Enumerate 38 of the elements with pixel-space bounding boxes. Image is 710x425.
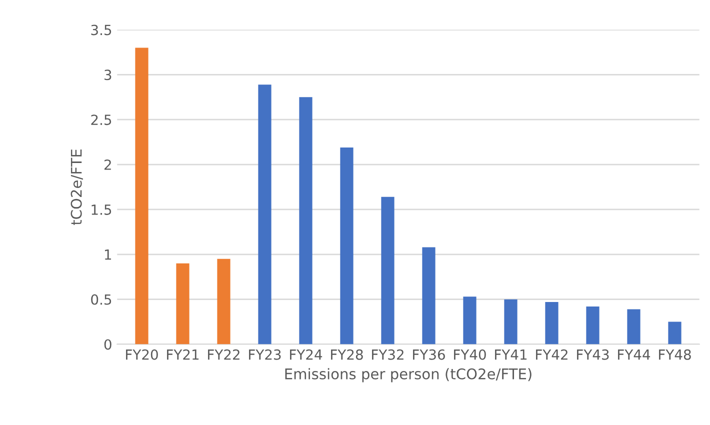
bar bbox=[217, 258, 230, 344]
bar bbox=[299, 97, 312, 344]
y-tick-label: 1 bbox=[104, 250, 112, 260]
y-tick-label: 2.5 bbox=[91, 114, 112, 126]
bar bbox=[381, 196, 394, 344]
bar bbox=[668, 322, 682, 344]
y-tick-label: 3.5 bbox=[91, 24, 112, 36]
bar bbox=[586, 306, 600, 344]
y-tick-label: 2 bbox=[104, 160, 111, 170]
bar bbox=[422, 247, 436, 344]
y-axis-title: tCO2e/FTE bbox=[70, 150, 83, 226]
x-tick-label: FY48 bbox=[659, 349, 691, 360]
y-tick-label: 1.5 bbox=[92, 204, 112, 215]
x-tick-label: FY40 bbox=[454, 349, 486, 360]
x-tick-label: FY32 bbox=[372, 349, 404, 360]
x-tick-label: FY43 bbox=[577, 349, 609, 360]
bar bbox=[627, 309, 640, 344]
x-tick-label: FY36 bbox=[413, 349, 445, 360]
x-tick-label: FY21 bbox=[167, 349, 199, 360]
y-tick-label: 0.5 bbox=[91, 294, 112, 305]
x-tick-label: FY22 bbox=[208, 349, 240, 360]
x-tick-label: FY42 bbox=[536, 349, 568, 360]
bar bbox=[258, 84, 272, 344]
x-tick-label: FY41 bbox=[495, 350, 527, 360]
bar bbox=[504, 299, 518, 344]
x-tick-label: FY24 bbox=[290, 349, 322, 360]
y-tick-label: 0 bbox=[104, 339, 112, 350]
y-tick-label: 3 bbox=[104, 70, 112, 80]
bar bbox=[176, 263, 190, 344]
bar bbox=[340, 147, 354, 344]
bar bbox=[135, 48, 148, 344]
x-tick-label: FY44 bbox=[618, 350, 650, 360]
x-axis-title: Emissions per person (tCO2e/FTE) bbox=[285, 368, 532, 382]
x-tick-label: FY28 bbox=[331, 349, 363, 360]
bar bbox=[463, 296, 476, 344]
x-tick-label: FY20 bbox=[126, 349, 158, 360]
x-tick-label: FY23 bbox=[249, 349, 281, 360]
bar bbox=[545, 302, 558, 344]
